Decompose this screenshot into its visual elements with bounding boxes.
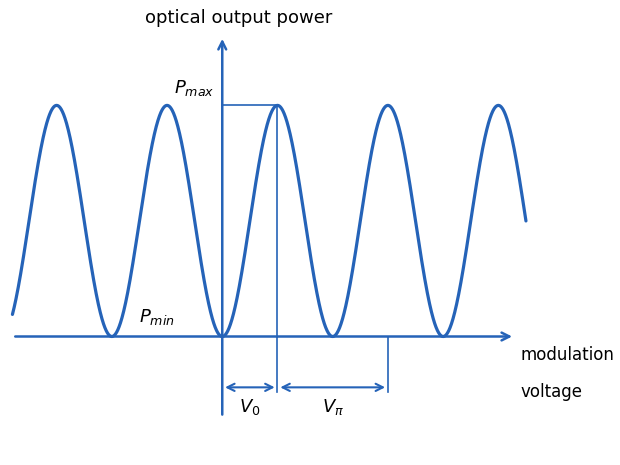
Text: optical output power: optical output power xyxy=(145,9,332,27)
Text: modulation: modulation xyxy=(520,346,614,364)
Text: $P_{max}$: $P_{max}$ xyxy=(174,79,214,99)
Text: $V_0$: $V_0$ xyxy=(239,397,260,417)
Text: $P_{min}$: $P_{min}$ xyxy=(140,307,175,327)
Text: $V_\pi$: $V_\pi$ xyxy=(322,397,343,417)
Text: voltage: voltage xyxy=(520,383,582,401)
